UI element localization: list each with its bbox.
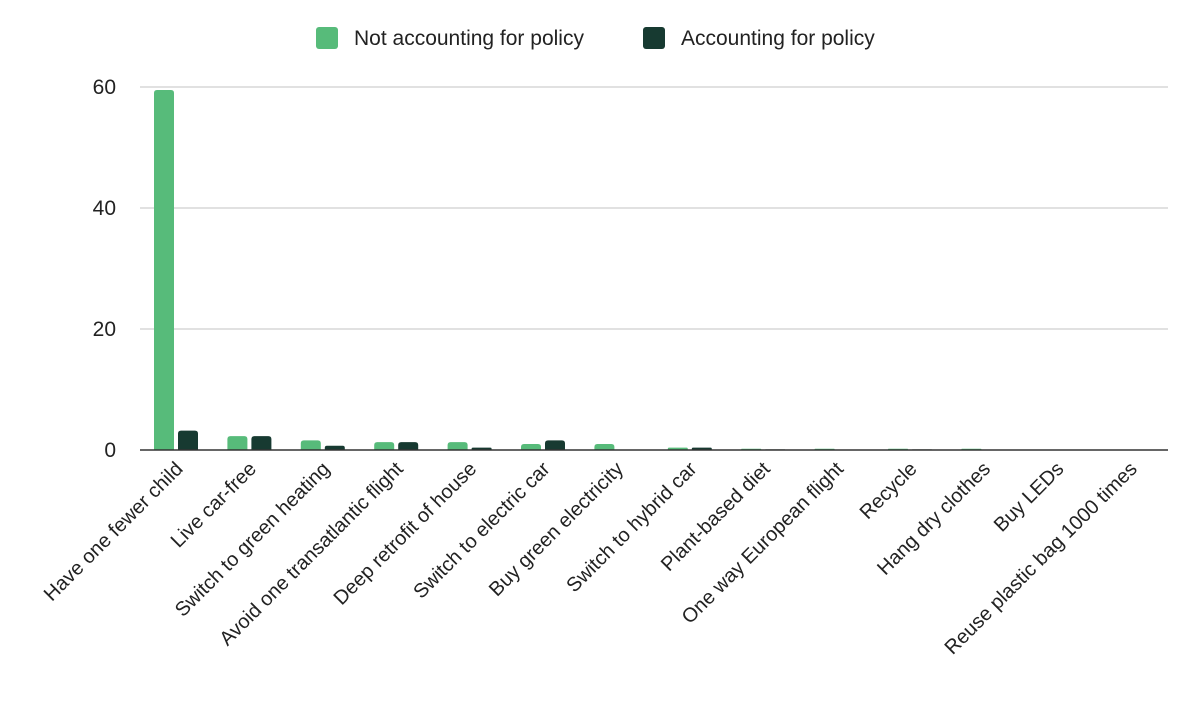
y-tick-label-60: 60 bbox=[93, 76, 116, 99]
legend-swatch-accounting-for-policy bbox=[643, 27, 665, 49]
bar-accounting-for-policy-avoid-one-transatlantic-flight bbox=[398, 442, 419, 450]
bar-not-accounting-for-policy-buy-green-electricity bbox=[594, 443, 615, 450]
bar-not-accounting-for-policy-switch-to-green-heating bbox=[300, 440, 321, 450]
legend-item-not-accounting-for-policy: Not accounting for policy bbox=[316, 27, 584, 50]
legend-label-accounting-for-policy: Accounting for policy bbox=[681, 27, 875, 50]
bar-accounting-for-policy-switch-to-green-heating bbox=[324, 445, 345, 450]
bars bbox=[154, 90, 1129, 451]
y-tick-label-40: 40 bbox=[93, 197, 116, 220]
x-tick-label-buy-leds: Buy LEDs bbox=[990, 458, 1068, 536]
legend: Not accounting for policy Accounting for … bbox=[316, 27, 875, 50]
x-tick-label-have-one-fewer-child: Have one fewer child bbox=[40, 458, 188, 606]
bar-accounting-for-policy-switch-to-electric-car bbox=[545, 440, 565, 450]
bar-accounting-for-policy-live-car-free bbox=[251, 436, 272, 450]
x-tick-label-switch-to-electric-car: Switch to electric car bbox=[409, 458, 554, 603]
bar-not-accounting-for-policy-deep-retrofit-of-house bbox=[447, 442, 468, 450]
y-axis-ticks: 0 20 40 60 bbox=[93, 76, 116, 462]
x-tick-label-switch-to-hybrid-car: Switch to hybrid car bbox=[562, 458, 701, 597]
bar-not-accounting-for-policy-live-car-free bbox=[227, 436, 248, 450]
y-tick-label-20: 20 bbox=[93, 318, 116, 341]
bar-not-accounting-for-policy-switch-to-electric-car bbox=[521, 443, 541, 450]
legend-swatch-not-accounting-for-policy bbox=[316, 27, 338, 49]
bar-not-accounting-for-policy-avoid-one-transatlantic-flight bbox=[374, 442, 395, 450]
y-tick-label-0: 0 bbox=[104, 439, 116, 462]
legend-item-accounting-for-policy: Accounting for policy bbox=[643, 27, 875, 50]
gridlines bbox=[140, 86, 1168, 330]
x-tick-label-recycle: Recycle bbox=[856, 458, 922, 524]
x-tick-label-buy-green-electricity: Buy green electricity bbox=[485, 458, 628, 601]
x-tick-label-deep-retrofit-of-house: Deep retrofit of house bbox=[330, 458, 482, 610]
bar-accounting-for-policy-have-one-fewer-child bbox=[178, 430, 198, 450]
bar-not-accounting-for-policy-have-one-fewer-child bbox=[154, 90, 174, 451]
legend-label-not-accounting-for-policy: Not accounting for policy bbox=[354, 27, 584, 50]
